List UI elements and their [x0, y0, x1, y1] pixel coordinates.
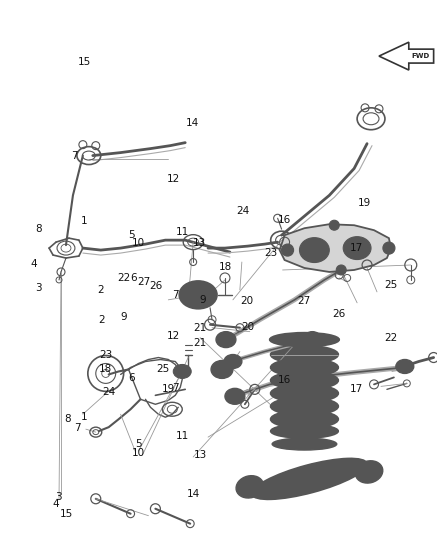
Text: 14: 14 — [186, 118, 200, 128]
Text: 23: 23 — [265, 248, 278, 259]
Ellipse shape — [191, 290, 205, 300]
Circle shape — [336, 265, 346, 275]
Text: 23: 23 — [99, 350, 113, 360]
Text: 13: 13 — [193, 238, 206, 248]
Text: 12: 12 — [167, 330, 180, 341]
Text: 27: 27 — [137, 277, 150, 287]
Text: 27: 27 — [297, 296, 311, 306]
Text: 13: 13 — [194, 450, 207, 460]
Text: 2: 2 — [97, 285, 104, 295]
Text: 9: 9 — [200, 295, 206, 305]
Text: 26: 26 — [149, 281, 162, 291]
Text: 21: 21 — [193, 338, 206, 349]
Ellipse shape — [224, 354, 242, 368]
Text: 8: 8 — [35, 224, 42, 235]
Ellipse shape — [225, 389, 245, 404]
Circle shape — [329, 220, 339, 230]
Circle shape — [383, 242, 395, 254]
Ellipse shape — [252, 458, 367, 499]
Text: 10: 10 — [132, 238, 145, 248]
Text: 6: 6 — [130, 273, 137, 283]
Text: 9: 9 — [120, 312, 127, 322]
Text: 21: 21 — [194, 322, 207, 333]
Text: 11: 11 — [176, 431, 189, 441]
Text: 6: 6 — [129, 373, 135, 383]
Ellipse shape — [272, 438, 337, 450]
Ellipse shape — [304, 332, 320, 344]
Text: 15: 15 — [78, 58, 91, 67]
Text: 17: 17 — [350, 243, 363, 253]
Text: 8: 8 — [65, 414, 71, 424]
Ellipse shape — [300, 238, 329, 263]
Text: 1: 1 — [81, 216, 88, 227]
Text: 20: 20 — [241, 322, 254, 332]
Text: 18: 18 — [99, 365, 113, 375]
Ellipse shape — [173, 365, 191, 378]
Text: 16: 16 — [278, 215, 291, 225]
Text: 25: 25 — [384, 280, 398, 290]
Text: 4: 4 — [31, 259, 37, 269]
Text: 24: 24 — [102, 387, 115, 397]
Text: 12: 12 — [167, 174, 180, 184]
Text: 19: 19 — [162, 384, 175, 394]
Text: 7: 7 — [71, 151, 77, 160]
Text: 20: 20 — [241, 296, 254, 306]
Text: 22: 22 — [384, 333, 398, 343]
Text: 16: 16 — [278, 375, 291, 385]
Text: 4: 4 — [53, 499, 60, 509]
Text: 18: 18 — [219, 262, 232, 271]
Text: 17: 17 — [350, 384, 363, 394]
Ellipse shape — [271, 397, 338, 415]
Ellipse shape — [343, 237, 371, 260]
Text: 7: 7 — [172, 383, 179, 393]
Ellipse shape — [185, 286, 211, 304]
Text: 1: 1 — [81, 412, 87, 422]
Text: 26: 26 — [332, 309, 345, 319]
Text: 5: 5 — [129, 230, 135, 240]
Text: 22: 22 — [117, 273, 130, 283]
Text: 11: 11 — [175, 227, 189, 237]
Ellipse shape — [271, 372, 338, 389]
Ellipse shape — [270, 333, 339, 346]
Ellipse shape — [211, 360, 233, 378]
Text: 3: 3 — [35, 282, 42, 293]
Ellipse shape — [216, 365, 228, 374]
Ellipse shape — [271, 359, 338, 376]
Text: 19: 19 — [358, 198, 371, 208]
Ellipse shape — [355, 461, 383, 483]
Polygon shape — [379, 42, 434, 70]
Ellipse shape — [271, 424, 338, 438]
Ellipse shape — [271, 410, 338, 428]
Circle shape — [282, 244, 293, 256]
Ellipse shape — [236, 475, 264, 498]
Ellipse shape — [216, 332, 236, 348]
Ellipse shape — [271, 384, 338, 402]
Ellipse shape — [271, 345, 338, 364]
Text: 2: 2 — [98, 314, 105, 325]
Text: 3: 3 — [55, 492, 61, 502]
Text: 10: 10 — [132, 448, 145, 458]
Text: 15: 15 — [60, 508, 73, 519]
Ellipse shape — [396, 360, 414, 374]
Polygon shape — [279, 224, 391, 272]
Text: 7: 7 — [172, 290, 179, 300]
Text: 14: 14 — [187, 489, 200, 499]
Text: FWD: FWD — [412, 53, 430, 59]
Ellipse shape — [179, 281, 217, 309]
Text: 25: 25 — [157, 365, 170, 375]
Text: 7: 7 — [74, 423, 81, 433]
Ellipse shape — [264, 463, 355, 495]
Text: 24: 24 — [237, 206, 250, 216]
Text: 5: 5 — [135, 439, 142, 449]
